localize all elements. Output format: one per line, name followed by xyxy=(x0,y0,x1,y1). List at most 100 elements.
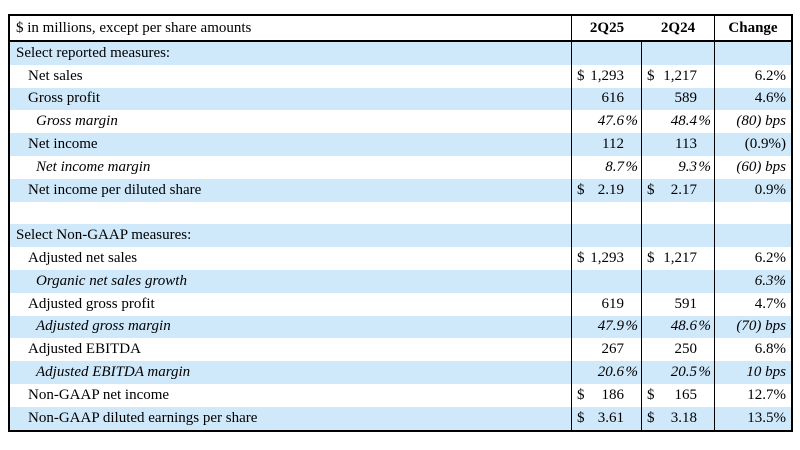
cell-value: 267 xyxy=(601,341,625,358)
header-col-2q24: 2Q24 xyxy=(660,19,696,36)
table-row: Adjusted gross margin 47.9% 48.6% (70) bps xyxy=(10,315,791,339)
cell-value: 616 xyxy=(601,90,625,107)
row-label: Net income per diluted share xyxy=(28,181,202,198)
cell-2q24: 113 xyxy=(641,133,714,156)
table-row: Net income margin 8.7% 9.3% (60) bps xyxy=(10,155,791,179)
cell-2q24 xyxy=(641,269,714,293)
cell-2q25: 20.6% xyxy=(571,361,641,384)
cell-value: 186 xyxy=(601,386,625,403)
cell-value: 619 xyxy=(601,295,625,312)
table-row: Net sales $1,293 $1,217 6.2% xyxy=(10,64,791,88)
cell-2q24 xyxy=(641,42,714,65)
cell-2q25: 47.6% xyxy=(571,110,641,134)
dollar-sign: $ xyxy=(577,67,585,84)
row-label: Select reported measures: xyxy=(16,44,171,61)
dollar-sign: $ xyxy=(577,386,585,403)
header-col-change: Change xyxy=(714,16,791,40)
cell-value: 20.5 xyxy=(670,364,697,381)
cell-2q25: 8.7% xyxy=(571,155,641,179)
table-row: Adjusted EBITDA margin 20.6% 20.5% 10 bps xyxy=(10,361,791,384)
cell-2q24: 591 xyxy=(641,292,714,316)
row-label: Gross profit xyxy=(28,90,101,107)
section-header-row: Select Non-GAAP measures: xyxy=(10,224,791,248)
row-label: Non-GAAP net income xyxy=(28,386,170,403)
cell-value: 165 xyxy=(674,386,698,403)
cell-value: 3.18 xyxy=(670,409,697,426)
cell-2q24: 250 xyxy=(641,338,714,362)
cell-value: 1,217 xyxy=(663,67,697,84)
cell-value: 589 xyxy=(674,90,698,107)
cell-2q24 xyxy=(641,224,714,248)
header-units-label: $ in millions, except per share amounts xyxy=(16,19,252,36)
cell-change: (70) bps xyxy=(714,315,791,339)
row-label: Non-GAAP diluted earnings per share xyxy=(28,409,258,426)
dollar-sign: $ xyxy=(647,250,655,267)
cell-2q25: 619 xyxy=(571,292,641,316)
cell-change xyxy=(714,42,791,65)
financial-summary-table: $ in millions, except per share amounts … xyxy=(8,14,793,432)
cell-value: 8.7 xyxy=(605,158,624,175)
table-row: Net income 112 113 (0.9%) xyxy=(10,133,791,156)
row-label: Select Non-GAAP measures: xyxy=(16,227,192,244)
cell-value: 113 xyxy=(675,136,697,153)
cell-value: 112 xyxy=(602,136,624,153)
table-row: Adjusted net sales $1,293 $1,217 6.2% xyxy=(10,247,791,270)
cell-change: 4.7% xyxy=(714,292,791,316)
cell-2q25: $1,293 xyxy=(571,64,641,88)
cell-2q25 xyxy=(571,224,641,248)
cell-value: 1,293 xyxy=(590,250,624,267)
cell-value: 591 xyxy=(674,295,698,312)
row-label: Adjusted EBITDA margin xyxy=(36,364,191,381)
cell-2q24: 20.5% xyxy=(641,361,714,384)
table-body: Select reported measures: Net sales $1,293… xyxy=(10,42,791,430)
cell-2q24: 589 xyxy=(641,87,714,111)
row-label: Net income xyxy=(28,136,98,153)
cell-value: 47.9 xyxy=(597,318,624,335)
cell-2q24: 48.4% xyxy=(641,110,714,134)
row-label: Net sales xyxy=(28,67,83,84)
cell-value: 2.17 xyxy=(670,181,697,198)
cell-value: 47.6 xyxy=(597,113,624,130)
cell-2q25: $2.19 xyxy=(571,178,641,202)
cell-value: 9.3 xyxy=(678,158,697,175)
row-label: Adjusted gross margin xyxy=(36,318,171,335)
cell-value: 20.6 xyxy=(597,364,624,381)
cell-change: (60) bps xyxy=(714,155,791,179)
cell-change: 6.3% xyxy=(714,269,791,293)
cell-value: 1,293 xyxy=(590,67,624,84)
cell-value: 48.6 xyxy=(670,318,697,335)
table-row: Non-GAAP diluted earnings per share $3.61… xyxy=(10,406,791,430)
cell-value: 2.19 xyxy=(597,181,624,198)
percent-sign: % xyxy=(698,113,712,130)
percent-sign: % xyxy=(625,318,639,335)
cell-2q25: $186 xyxy=(571,383,641,407)
table-row: Adjusted EBITDA 267 250 6.8% xyxy=(10,338,791,362)
percent-sign: % xyxy=(698,318,712,335)
cell-change: (0.9%) xyxy=(714,133,791,156)
cell-change: 13.5% xyxy=(714,406,791,430)
percent-sign: % xyxy=(625,158,639,175)
dollar-sign: $ xyxy=(577,250,585,267)
cell-change xyxy=(714,224,791,248)
cell-change: 6.2% xyxy=(714,64,791,88)
dollar-sign: $ xyxy=(577,181,585,198)
table-row: Gross margin 47.6% 48.4% (80) bps xyxy=(10,110,791,134)
cell-2q24: $3.18 xyxy=(641,406,714,430)
cell-2q24: $1,217 xyxy=(641,247,714,270)
cell-2q25: $3.61 xyxy=(571,406,641,430)
cell-value: 48.4 xyxy=(670,113,697,130)
cell-2q24: $165 xyxy=(641,383,714,407)
percent-sign: % xyxy=(698,364,712,381)
cell-change: 0.9% xyxy=(714,178,791,202)
dollar-sign: $ xyxy=(647,409,655,426)
cell-value: 250 xyxy=(674,341,698,358)
cell-2q24: $1,217 xyxy=(641,64,714,88)
dollar-sign: $ xyxy=(647,386,655,403)
row-label: Adjusted net sales xyxy=(28,250,138,267)
dollar-sign: $ xyxy=(647,181,655,198)
table-row: Non-GAAP net income $186 $165 12.7% xyxy=(10,383,791,407)
table-row: Organic net sales growth 6.3% xyxy=(10,269,791,293)
row-label: Gross margin xyxy=(36,113,118,130)
row-label: Net income margin xyxy=(36,158,151,175)
cell-change: 6.8% xyxy=(714,338,791,362)
